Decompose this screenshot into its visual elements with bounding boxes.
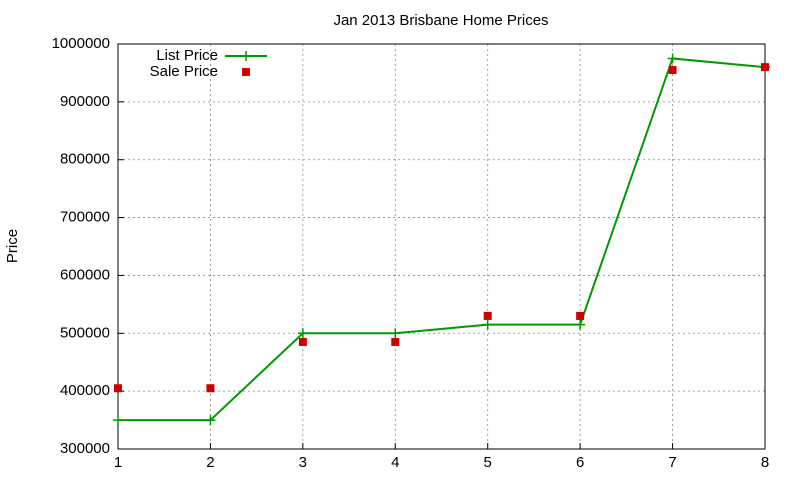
x-tick-label: 3 bbox=[299, 454, 307, 471]
plot-border bbox=[117, 43, 766, 450]
data-point bbox=[114, 384, 122, 393]
y-tick-label: 800000 bbox=[60, 151, 110, 168]
x-tick-label: 8 bbox=[761, 454, 769, 471]
data-point bbox=[668, 66, 677, 75]
data-point bbox=[113, 415, 123, 426]
x-tick-label: 1 bbox=[114, 454, 122, 471]
y-tick-label: 400000 bbox=[60, 382, 110, 399]
data-point bbox=[298, 337, 307, 346]
x-tick-label: 2 bbox=[206, 454, 214, 471]
data-point bbox=[576, 311, 585, 320]
y-tick-label: 500000 bbox=[60, 324, 110, 341]
data-point bbox=[761, 63, 769, 72]
data-point bbox=[205, 415, 216, 426]
x-tick-label: 4 bbox=[391, 454, 399, 471]
y-axis-label: Price bbox=[4, 229, 21, 263]
y-tick-label: 900000 bbox=[60, 93, 110, 110]
legend-label: Sale Price bbox=[150, 63, 218, 80]
data-point bbox=[206, 384, 215, 393]
data-point bbox=[667, 53, 678, 64]
data-point bbox=[483, 311, 492, 320]
chart-title: Jan 2013 Brisbane Home Prices bbox=[333, 12, 548, 29]
y-tick-label: 300000 bbox=[60, 440, 110, 457]
data-point bbox=[391, 337, 400, 346]
series-line bbox=[118, 57, 766, 422]
y-tick-label: 700000 bbox=[60, 209, 110, 226]
data-point bbox=[575, 319, 586, 330]
data-point bbox=[390, 328, 401, 339]
data-point bbox=[482, 319, 493, 330]
y-tick-label: 600000 bbox=[60, 266, 110, 283]
y-tick-label: 1000000 bbox=[52, 35, 110, 52]
data-point bbox=[297, 328, 308, 339]
x-tick-label: 6 bbox=[576, 454, 584, 471]
x-tick-label: 7 bbox=[668, 454, 676, 471]
legend-swatch bbox=[241, 51, 251, 61]
x-tick-label: 5 bbox=[484, 454, 492, 471]
legend-swatch bbox=[242, 68, 250, 76]
legend-label: List Price bbox=[156, 47, 218, 64]
